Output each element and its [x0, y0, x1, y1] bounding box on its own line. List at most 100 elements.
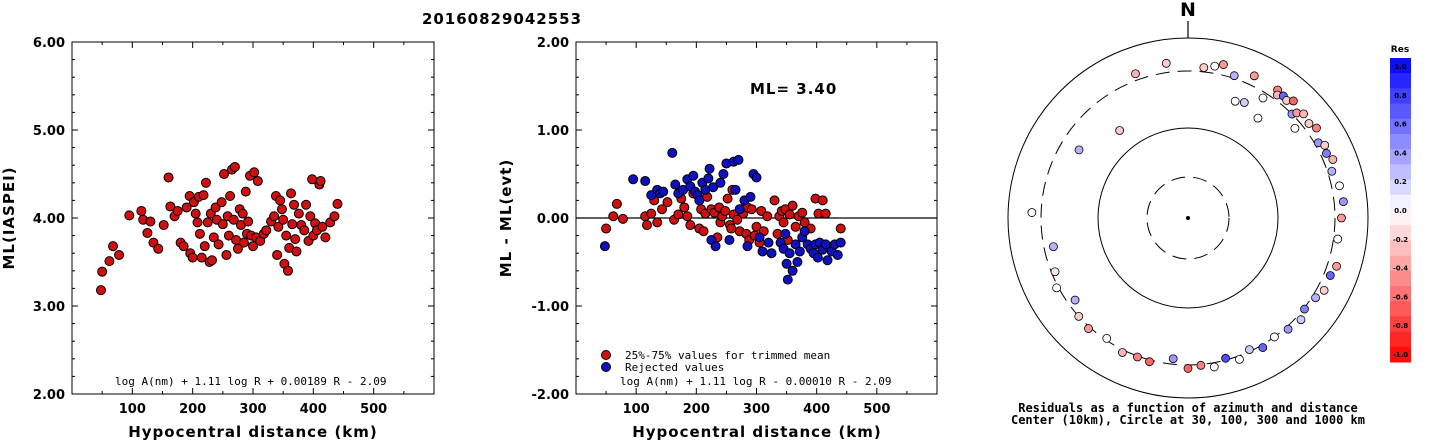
polar-station-point [1199, 63, 1209, 73]
p2-rejected-point [763, 237, 774, 248]
p2-trimmed-point [608, 211, 619, 222]
p1-data-point [153, 243, 164, 254]
p1-data-point [114, 249, 125, 260]
colorbar-cell [1390, 346, 1411, 363]
p2-rejected-point [794, 246, 805, 257]
p2-rejected-point [718, 169, 729, 179]
ring-outer [1007, 37, 1369, 399]
p2-x-tick-label: 300 [743, 402, 770, 417]
legend-marker-rejected [601, 362, 611, 372]
p1-data-point [278, 214, 289, 225]
p1-data-point [293, 208, 304, 219]
p2-y-tick-label: -2.00 [532, 388, 569, 403]
p1-data-point [136, 205, 147, 216]
p2-rejected-point [667, 147, 678, 158]
p2-trimmed-point [797, 207, 808, 218]
legend-label-rejected: Rejected values [625, 361, 724, 374]
polar-station-point [1328, 155, 1338, 164]
p2-rejected-point [784, 248, 795, 259]
p1-y-tick-label: 2.00 [33, 388, 65, 403]
p1-data-point [225, 191, 236, 201]
p2-rejected-point [832, 249, 843, 260]
p1-data-point [317, 221, 328, 232]
polar-station-point [1115, 126, 1125, 135]
p2-rejected-point [710, 241, 721, 252]
p2-trimmed-point [746, 204, 757, 215]
polar-station-point [1319, 285, 1329, 295]
p1-data-point [301, 199, 312, 210]
colorbar-cell [1390, 179, 1411, 196]
p2-trimmed-point [652, 217, 663, 228]
p1-data-point [200, 177, 211, 188]
p2-rejected-point [780, 228, 791, 239]
p1-y-axis-label: ML(IASPEI) [0, 166, 18, 269]
p2-trimmed-point [820, 208, 831, 219]
polar-station-point [1249, 71, 1259, 81]
p1-data-point [243, 216, 254, 227]
p2-x-tick-label: 400 [803, 402, 830, 417]
colorbar-tick-label: 1.0 [1394, 63, 1407, 71]
p2-rejected-point [724, 235, 735, 245]
p2-trimmed-point [601, 223, 612, 234]
polar-station-point [1300, 304, 1309, 314]
colorbar-tick-label: 0.6 [1394, 121, 1407, 129]
p2-rejected-point [688, 170, 699, 181]
p2-x-axis-label: Hypocentral distance (km) [632, 423, 882, 441]
p1-data-point [202, 217, 213, 228]
p1-x-tick-label: 300 [239, 402, 266, 417]
p1-data-point [145, 216, 156, 227]
legend-marker-trimmed [601, 350, 611, 360]
polar-station-point [1074, 145, 1084, 155]
p2-trimmed-point [784, 209, 795, 220]
p2-rejected-point [694, 195, 705, 206]
p2-rejected-point [835, 237, 846, 248]
p1-y-tick-label: 3.00 [33, 300, 65, 315]
p1-x-tick-label: 100 [119, 402, 146, 417]
p1-data-point [281, 230, 292, 241]
colorbar-cell [1390, 225, 1411, 241]
p2-trimmed-point [657, 204, 668, 215]
polar-station-point [1074, 311, 1084, 321]
polar-station-point [1183, 364, 1193, 373]
colorbar-cell [1390, 270, 1411, 287]
p1-data-point [163, 172, 174, 183]
p2-trimmed-point [662, 197, 673, 208]
p1-data-point [95, 285, 106, 296]
p1-data-point [178, 241, 189, 252]
p1-data-point [223, 230, 234, 241]
p2-rejected-point [708, 182, 719, 193]
p2-rejected-point [703, 173, 714, 184]
polar-station-point [1118, 348, 1127, 357]
colorbar-cell [1390, 164, 1411, 181]
p2-rejected-point [658, 186, 669, 197]
p2-trimmed-point [611, 198, 622, 209]
polar-station-point [1049, 242, 1058, 251]
p2-trimmed-point [732, 214, 743, 225]
p2-rejected-point [628, 174, 639, 185]
polar-station-point [1253, 113, 1263, 123]
north-label: N [1180, 0, 1196, 21]
p2-ml-annotation: ML= 3.40 [750, 80, 837, 98]
p2-trimmed-point [698, 226, 709, 237]
p1-data-point [290, 234, 301, 245]
colorbar-cell [1390, 73, 1411, 89]
colorbar-cell [1390, 194, 1411, 211]
p1-data-point [248, 241, 258, 252]
p2-x-tick-label: 500 [863, 402, 890, 417]
p2-trimmed-point [751, 221, 762, 232]
polar-station-point [1229, 71, 1239, 81]
p1-x-tick-label: 400 [300, 402, 327, 417]
colorbar-cell [1390, 118, 1411, 135]
polar-station-point [1311, 293, 1320, 303]
colorbar-tick-label: -0.4 [1393, 265, 1408, 273]
polar-station-point [1027, 208, 1037, 217]
polar-station-point [1210, 61, 1220, 71]
polar-station-point [1219, 60, 1228, 69]
polar-station-point [1338, 197, 1348, 207]
p2-trimmed-point [726, 223, 737, 234]
colorbar-cell [1390, 301, 1411, 317]
p2-trimmed-point [682, 211, 693, 222]
polar-station-point [1335, 181, 1344, 191]
p1-data-point [219, 169, 230, 179]
polar-station-point [1084, 324, 1093, 333]
